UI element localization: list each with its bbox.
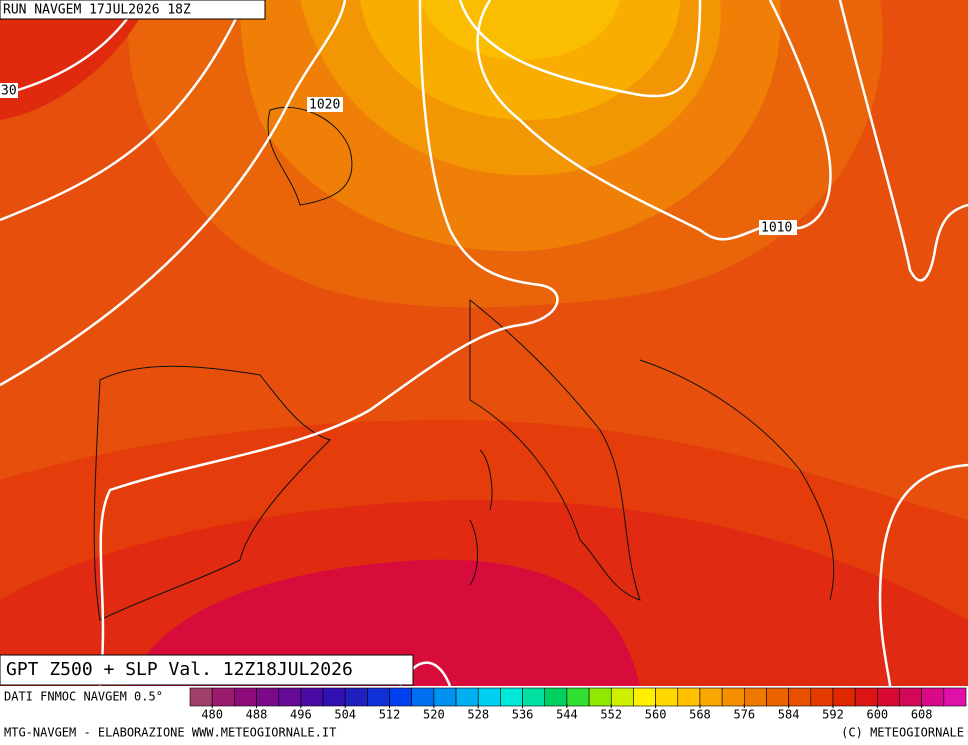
- colorbar-tick-label: 480: [201, 708, 223, 722]
- color-swatch: [610, 687, 634, 707]
- colorbar-tick-label: 552: [600, 708, 622, 722]
- colorbar-tick-label: 512: [379, 708, 401, 722]
- color-swatch: [300, 687, 324, 707]
- colorbar-tick-label: 488: [246, 708, 268, 722]
- colorbar-tick-label: 520: [423, 708, 445, 722]
- colorbar-tick-label: 600: [866, 708, 888, 722]
- color-swatch: [633, 687, 656, 707]
- color-swatch: [743, 687, 767, 707]
- colorbar-tick-label: 544: [556, 708, 578, 722]
- colorbar-tick-label: 584: [778, 708, 800, 722]
- footer-right: (C) METEOGIORNALE: [841, 726, 964, 740]
- colorbar-tick-label: 504: [334, 708, 356, 722]
- color-swatch: [433, 687, 457, 707]
- color-swatch: [899, 687, 922, 707]
- color-swatch: [278, 687, 302, 707]
- colorbar: 480 488 496 504 512 520 528 536 544 552 560 568 576 5…: [189, 687, 967, 722]
- run-label: RUN NAVGEM 17JUL2026 18Z: [3, 3, 191, 18]
- color-swatch: [655, 687, 679, 707]
- coastlines: [93, 106, 835, 621]
- color-swatch: [588, 687, 612, 707]
- footer-left: MTG-NAVGEM - ELABORAZIONE WWW.METEOGIORN…: [4, 726, 336, 740]
- color-swatch: [788, 687, 812, 707]
- color-swatch: [211, 687, 235, 707]
- color-swatch: [721, 687, 745, 707]
- color-swatch: [699, 687, 723, 707]
- colorbar-tick-label: 576: [733, 708, 755, 722]
- color-swatch: [522, 687, 546, 707]
- color-swatch: [566, 687, 590, 707]
- color-swatch: [322, 687, 346, 707]
- color-swatch: [943, 687, 967, 707]
- color-swatch: [189, 687, 213, 707]
- colorbar-tick-label: 592: [822, 708, 844, 722]
- color-swatch: [810, 687, 834, 707]
- color-swatch: [411, 687, 435, 707]
- color-swatch: [344, 687, 368, 707]
- color-swatch: [500, 687, 523, 707]
- color-swatch: [921, 687, 945, 707]
- colorbar-tick-label: 536: [512, 708, 534, 722]
- source-label: DATI FNMOC NAVGEM 0.5°: [4, 690, 163, 704]
- isobar-label: 30: [1, 84, 17, 99]
- map: 30 1020 1010 RUN NAVGEM 17JUL2026 18Z GP…: [0, 0, 968, 687]
- colorbar-tick-label: 608: [911, 708, 933, 722]
- isobars: [0, 0, 968, 687]
- colorbar-tick-label: 560: [645, 708, 667, 722]
- colorbar-tick-label: 528: [467, 708, 489, 722]
- colorbar-tick-label: 568: [689, 708, 711, 722]
- color-swatch: [455, 687, 479, 707]
- colorbar-tick-label: 496: [290, 708, 312, 722]
- color-swatch: [544, 687, 568, 707]
- color-swatch: [234, 687, 257, 707]
- color-swatch: [367, 687, 390, 707]
- isobar-label: 1020: [309, 98, 340, 113]
- map-title: GPT Z500 + SLP Val. 12Z18JUL2026: [6, 659, 353, 680]
- color-swatch: [832, 687, 856, 707]
- color-swatch: [389, 687, 413, 707]
- color-swatch: [477, 687, 501, 707]
- color-swatch: [766, 687, 789, 707]
- isobar-label: 1010: [761, 221, 792, 236]
- color-swatch: [877, 687, 900, 707]
- color-swatch: [854, 687, 878, 707]
- color-swatch: [677, 687, 701, 707]
- color-swatch: [256, 687, 279, 707]
